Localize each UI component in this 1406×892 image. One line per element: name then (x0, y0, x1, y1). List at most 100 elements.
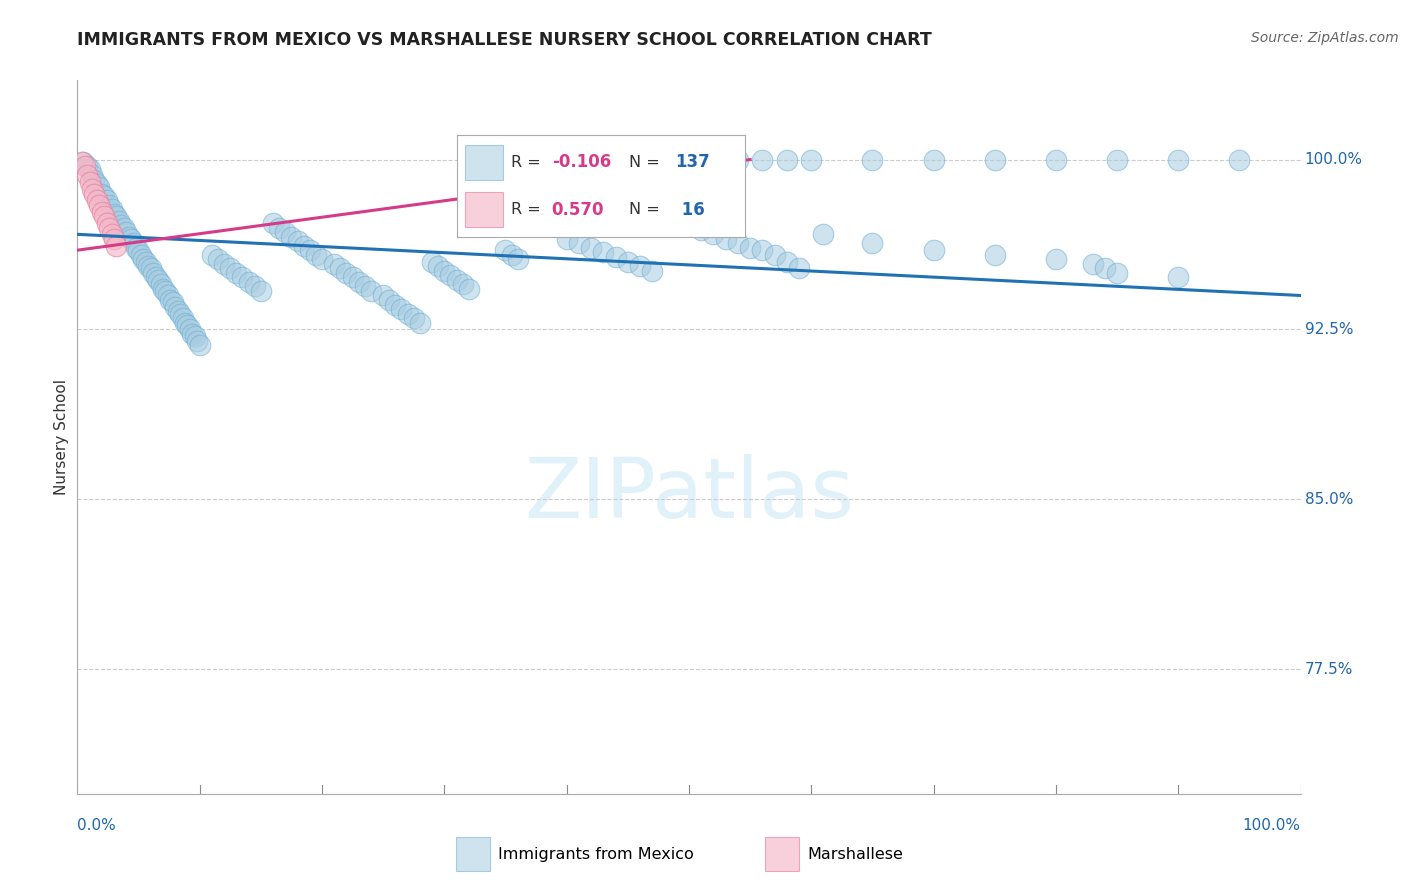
Point (628, 259, 651, 273)
Point (172, 311, 194, 326)
Point (129, 248, 152, 262)
Point (323, 257, 346, 271)
Point (156, 288, 179, 302)
Point (787, 261, 810, 276)
Text: 16: 16 (675, 201, 704, 219)
Point (181, 326, 204, 341)
Point (329, 261, 352, 276)
Text: 0.570: 0.570 (551, 201, 605, 219)
Point (495, 153, 517, 167)
Point (169, 307, 191, 321)
Point (250, 284, 273, 298)
Text: 100.0%: 100.0% (1243, 818, 1301, 832)
Point (127, 243, 149, 257)
Point (274, 225, 297, 239)
Point (243, 279, 266, 293)
Point (136, 259, 159, 273)
Point (207, 252, 229, 267)
Point (751, 243, 773, 257)
Text: N =: N = (630, 202, 661, 217)
Point (90, 204, 112, 219)
Point (176, 318, 198, 332)
Y-axis label: Nursery School: Nursery School (53, 379, 69, 495)
Text: -0.106: -0.106 (551, 153, 610, 171)
Point (115, 225, 138, 239)
Point (800, 153, 823, 167)
Point (862, 236, 884, 251)
Point (1107, 153, 1129, 167)
Point (984, 153, 1007, 167)
Point (384, 297, 406, 311)
Point (212, 257, 235, 271)
Point (592, 245, 614, 260)
Point (862, 153, 884, 167)
Point (83, 186, 105, 201)
Point (714, 232, 737, 246)
Point (155, 284, 177, 298)
Point (96, 194, 118, 208)
Point (86, 178, 108, 192)
Point (776, 254, 799, 268)
Point (118, 229, 141, 244)
Text: N =: N = (630, 155, 661, 169)
Point (201, 248, 224, 262)
Point (605, 250, 627, 264)
Point (105, 238, 128, 252)
Point (776, 153, 799, 167)
Point (162, 295, 184, 310)
Point (132, 252, 155, 267)
Point (555, 154, 578, 169)
Point (287, 234, 309, 248)
Point (1081, 257, 1104, 271)
Point (451, 277, 474, 292)
Point (1167, 270, 1189, 285)
Text: ZIPatlas: ZIPatlas (524, 454, 853, 534)
Point (922, 243, 945, 257)
Point (690, 223, 713, 237)
Point (922, 153, 945, 167)
Text: R =: R = (512, 202, 541, 217)
Point (174, 316, 197, 330)
Point (80, 169, 103, 183)
Point (311, 252, 333, 267)
Text: IMMIGRANTS FROM MEXICO VS MARSHALLESE NURSERY SCHOOL CORRELATION CHART: IMMIGRANTS FROM MEXICO VS MARSHALLESE NU… (77, 31, 932, 49)
Point (298, 243, 321, 257)
Text: Marshallese: Marshallese (807, 847, 903, 862)
Point (409, 316, 432, 330)
Point (763, 248, 786, 262)
Point (305, 248, 328, 262)
Point (727, 236, 749, 251)
Point (146, 272, 169, 286)
Point (152, 282, 174, 296)
Point (984, 248, 1007, 262)
Point (179, 322, 201, 336)
Bar (456, 837, 489, 871)
Point (165, 300, 187, 314)
Point (70, 154, 93, 169)
Point (225, 266, 247, 280)
Point (72, 154, 94, 169)
Text: 77.5%: 77.5% (1305, 662, 1353, 677)
Point (360, 284, 382, 298)
Point (79, 175, 101, 189)
Point (186, 334, 208, 348)
Point (103, 232, 125, 246)
Point (555, 232, 578, 246)
Point (579, 153, 602, 167)
Point (371, 288, 394, 302)
Point (142, 266, 165, 280)
Point (83, 173, 105, 187)
Point (159, 293, 181, 307)
Point (103, 207, 125, 221)
Point (1107, 266, 1129, 280)
Point (347, 275, 370, 289)
Point (402, 311, 425, 326)
Point (96, 216, 118, 230)
Point (678, 219, 700, 233)
Text: Source: ZipAtlas.com: Source: ZipAtlas.com (1251, 31, 1399, 45)
Point (568, 236, 591, 251)
Text: Immigrants from Mexico: Immigrants from Mexico (498, 847, 693, 862)
Point (506, 252, 529, 267)
Bar (465, 145, 503, 180)
Point (188, 338, 211, 352)
